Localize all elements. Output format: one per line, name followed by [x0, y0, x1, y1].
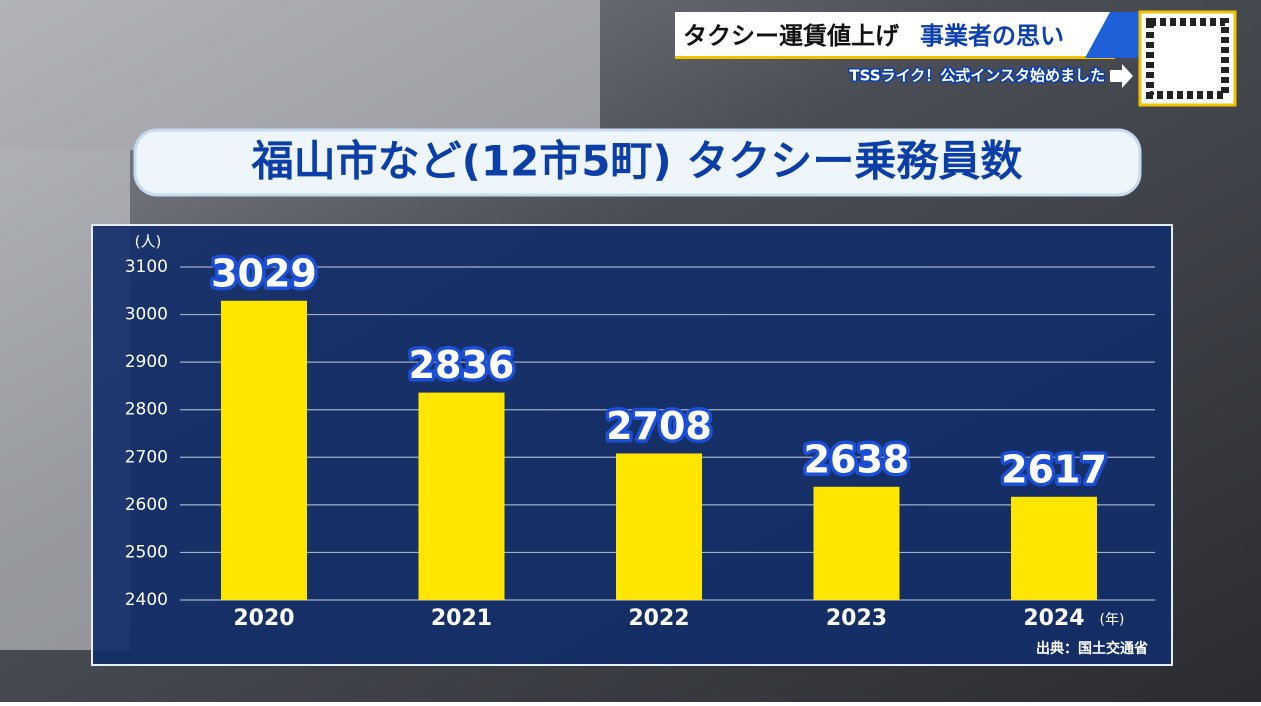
- headline-underline: [675, 56, 1115, 59]
- qr-code: [1138, 10, 1237, 107]
- title-box: [133, 128, 1142, 197]
- value-label: 2708: [606, 404, 712, 448]
- value-label: 2617: [1001, 447, 1107, 491]
- y-tick-label: 2600: [125, 495, 168, 515]
- value-label: 3029: [211, 251, 317, 295]
- headline-accent: [1085, 12, 1140, 58]
- y-tick-label: 2800: [125, 400, 168, 420]
- y-tick-label: 2400: [125, 590, 168, 610]
- y-tick-label: 3100: [125, 257, 168, 277]
- value-label: 2836: [409, 343, 515, 387]
- qr-code: [1146, 18, 1229, 99]
- value-label: 2638: [804, 437, 910, 481]
- promo-arrow: [1110, 64, 1133, 88]
- x-tick-label: 2024: [1023, 606, 1084, 631]
- promo: TSSライク！公式インスタ始めました: [849, 67, 1105, 85]
- x-tick-label: 2020: [233, 606, 294, 631]
- x-tick-label: 2022: [628, 606, 689, 631]
- x-tick-label: 2023: [826, 606, 887, 631]
- bar: [418, 392, 505, 600]
- bar: [221, 300, 307, 600]
- headline: 事業者の思い: [920, 22, 1064, 50]
- source: 出典：国土交通省: [1036, 640, 1148, 657]
- bar: [813, 486, 900, 600]
- x-tick-label: 2021: [431, 606, 492, 631]
- y-unit: (人): [135, 233, 162, 251]
- x-unit: (年): [1100, 612, 1125, 628]
- y-tick-label: 2700: [125, 447, 168, 467]
- bar: [616, 453, 702, 600]
- y-tick-label: 2900: [125, 352, 168, 372]
- headline: タクシー運賃値上げ: [683, 22, 900, 50]
- chart-title: 福山市など(12市5町) タクシー乗務員数: [251, 137, 1023, 186]
- y-tick-label: 2500: [125, 542, 168, 562]
- y-tick-label: 3000: [125, 305, 168, 325]
- headline-box: [675, 12, 1115, 58]
- background-photo: [0, 0, 600, 150]
- bar: [1011, 496, 1097, 600]
